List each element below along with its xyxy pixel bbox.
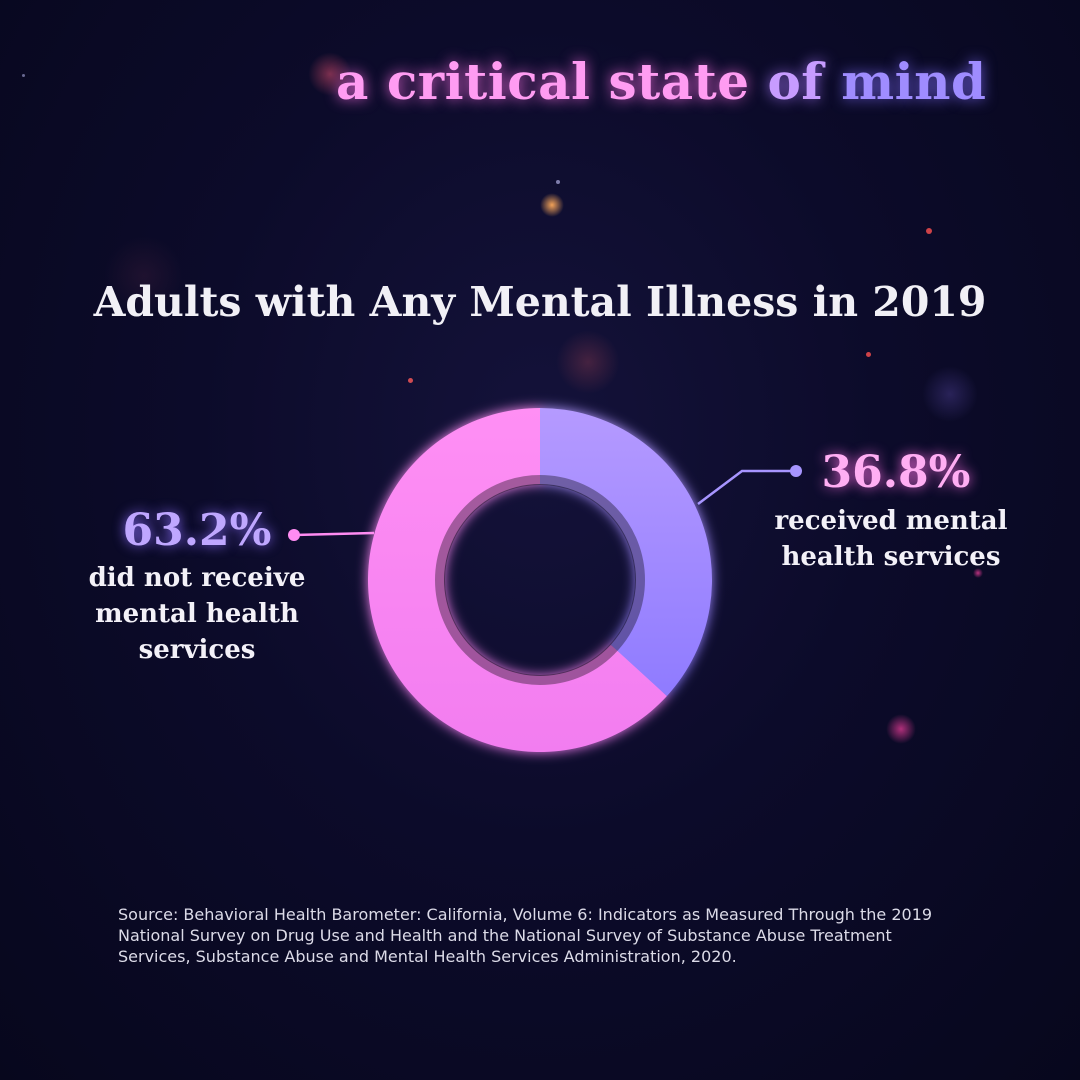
brand-word: a bbox=[336, 52, 369, 111]
leader-right-dot bbox=[790, 465, 802, 477]
callout-left-line: services bbox=[138, 635, 256, 665]
source-citation: Source: Behavioral Health Barometer: Cal… bbox=[118, 905, 933, 966]
donut-inner-shadow bbox=[435, 475, 645, 685]
donut-slice-not-received bbox=[367, 408, 667, 752]
callout-right-line: health services bbox=[781, 542, 1001, 572]
brand-wordmark: a critical state of mind bbox=[336, 52, 986, 111]
brand-word: critical bbox=[386, 52, 591, 111]
callout-left-line: mental health bbox=[95, 599, 299, 629]
chart-title: Adults with Any Mental Illness in 2019 bbox=[93, 278, 987, 326]
donut-slice-received bbox=[540, 408, 712, 697]
brand-word: of bbox=[767, 52, 824, 111]
brand-word: state bbox=[608, 52, 750, 111]
leader-left-dot bbox=[288, 529, 300, 541]
brand-word: mind bbox=[841, 52, 987, 111]
leader-right-line bbox=[697, 469, 796, 505]
leader-left-line bbox=[293, 531, 375, 537]
callout-right-percent: 36.8% bbox=[821, 447, 971, 498]
callout-right-label: received mental health services bbox=[760, 503, 1022, 575]
callout-left-label: did not receive mental health services bbox=[72, 560, 322, 668]
callout-left-percent: 63.2% bbox=[122, 505, 272, 556]
callout-right-line: received mental bbox=[774, 506, 1008, 536]
callout-left-line: did not receive bbox=[88, 563, 306, 593]
